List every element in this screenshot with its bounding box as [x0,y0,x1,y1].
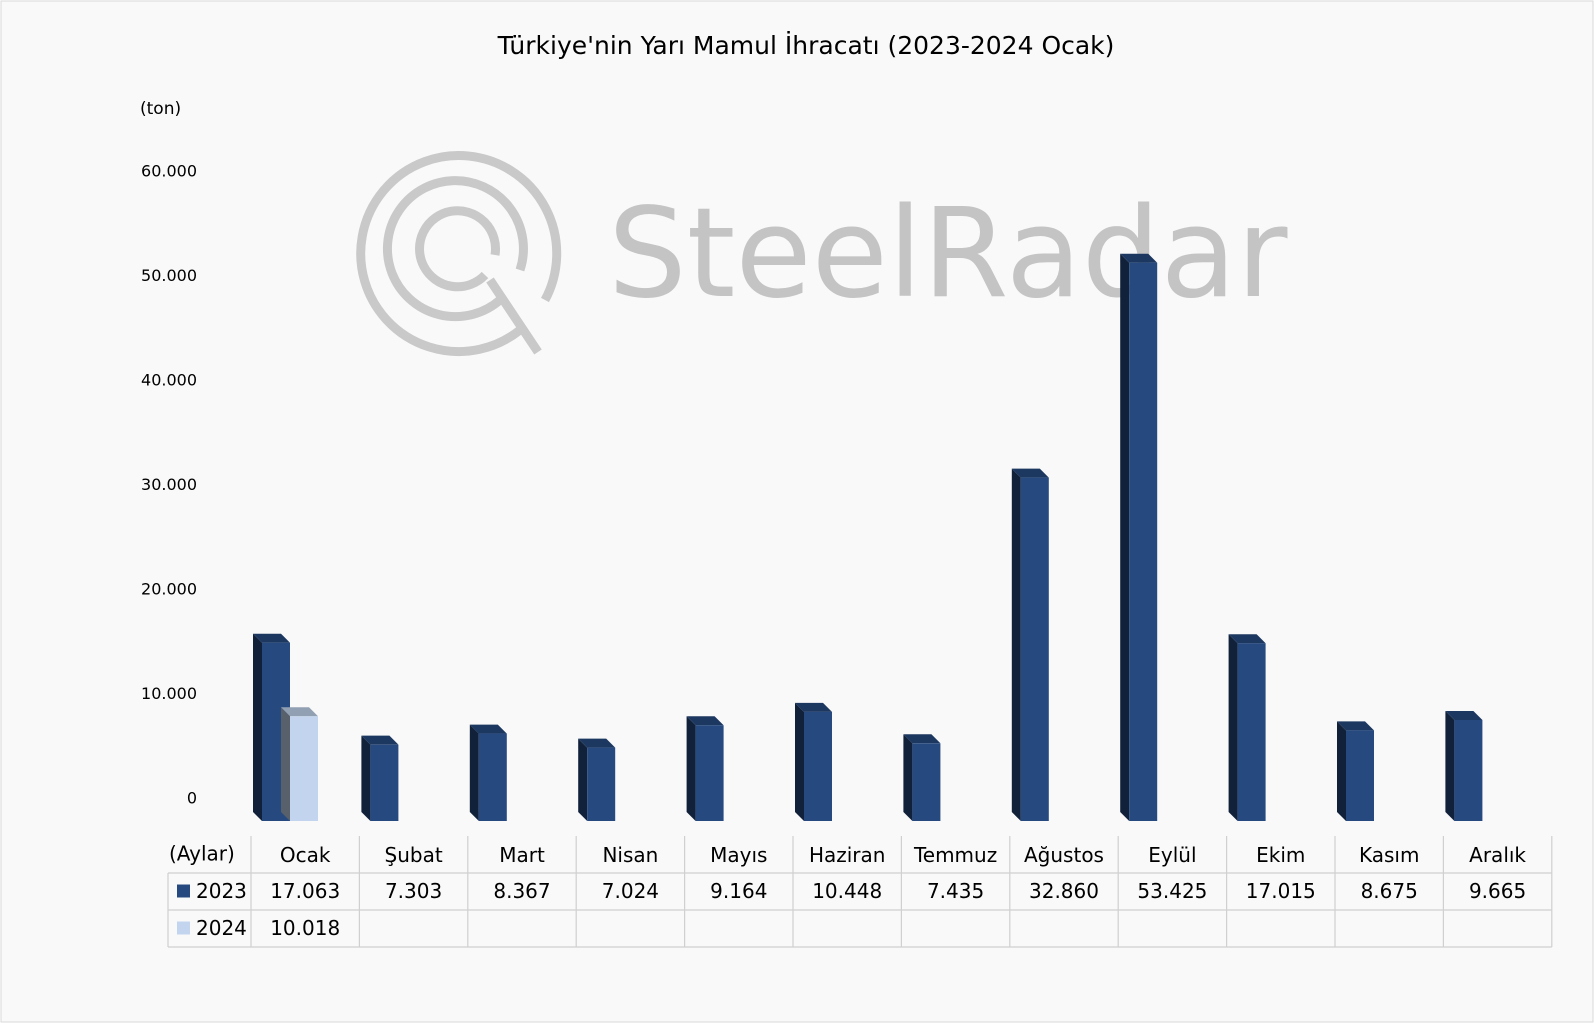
bar [804,711,832,821]
bar-top [281,707,318,717]
bar-top [253,633,290,643]
bar [1020,477,1049,821]
bar [695,725,724,821]
bar-side [1337,721,1346,821]
bar-side [1011,468,1021,821]
y-tick-label: 10.000 [141,684,197,703]
bar-side [253,633,262,821]
bar-top [361,735,399,745]
bar [587,747,616,821]
data-label: 8.675 [1361,879,1418,903]
data-label: 7.303 [385,879,442,903]
bar [1454,720,1483,821]
y-tick-label: 50.000 [141,266,197,285]
data-label: 7.435 [927,879,984,903]
x-tick-label: Şubat [385,843,443,867]
bar-top [1120,253,1158,263]
x-tick-label: Haziran [809,843,886,867]
x-tick-label: Ağustos [1024,843,1104,867]
legend-label: 2023 [196,879,247,903]
bar [1129,262,1158,821]
bar-top [469,724,507,734]
bar [370,744,399,821]
bar-side [686,716,696,821]
data-label: 9.164 [710,879,767,903]
x-tick-label: Eylül [1148,843,1196,867]
bar-top [1445,711,1483,721]
bar-side [903,734,913,821]
x-tick-label: Temmuz [913,843,997,867]
data-label: 8.367 [493,879,550,903]
bar-side [1120,253,1130,822]
bar-top [795,702,832,712]
chart-title: Türkiye'nin Yarı Mamul İhracatı (2023-20… [497,31,1115,60]
data-label: 9.665 [1469,879,1526,903]
bar [478,733,507,821]
data-label: 32.860 [1029,879,1099,903]
bar-side [578,738,588,821]
bar [1237,643,1266,821]
bar-side [469,724,479,821]
bar-top [578,738,616,748]
bar [1346,730,1374,821]
legend-swatch [177,921,190,935]
x-tick-label: Aralık [1469,843,1526,867]
x-tick-label: Mart [499,843,545,867]
y-tick-label: 60.000 [141,162,197,181]
bar-top [1337,721,1374,731]
bar-top [1011,468,1049,478]
data-label: 17.015 [1246,879,1316,903]
bar-side [1228,634,1238,821]
y-axis-label: (ton) [140,99,181,119]
data-label: 10.448 [812,879,882,903]
y-tick-label: 40.000 [141,371,197,390]
legend-label: 2024 [196,916,247,940]
bar-side [361,735,371,821]
bar-side [281,707,290,821]
legend-swatch [177,884,190,898]
watermark-text: SteelRadar [608,182,1287,326]
bar-top [1228,634,1266,644]
bar-side [1445,711,1455,821]
bar-top [903,734,941,744]
y-tick-label: 0 [187,789,197,808]
x-axis-label: (Aylar) [169,842,235,866]
bar-side [795,702,804,821]
x-tick-label: Nisan [602,843,658,867]
x-tick-label: Mayıs [710,843,767,867]
x-tick-label: Ekim [1256,843,1305,867]
y-tick-label: 20.000 [141,580,197,599]
data-label: 10.018 [270,916,340,940]
bar [290,716,318,821]
data-label: 17.063 [270,879,340,903]
x-tick-label: Ocak [280,843,331,867]
y-tick-label: 30.000 [141,475,197,494]
data-label: 53.425 [1137,879,1207,903]
watermark-logo [356,151,562,357]
bar [912,743,941,821]
data-label: 7.024 [602,879,659,903]
bar-top [686,716,724,726]
x-tick-label: Kasım [1359,843,1419,867]
